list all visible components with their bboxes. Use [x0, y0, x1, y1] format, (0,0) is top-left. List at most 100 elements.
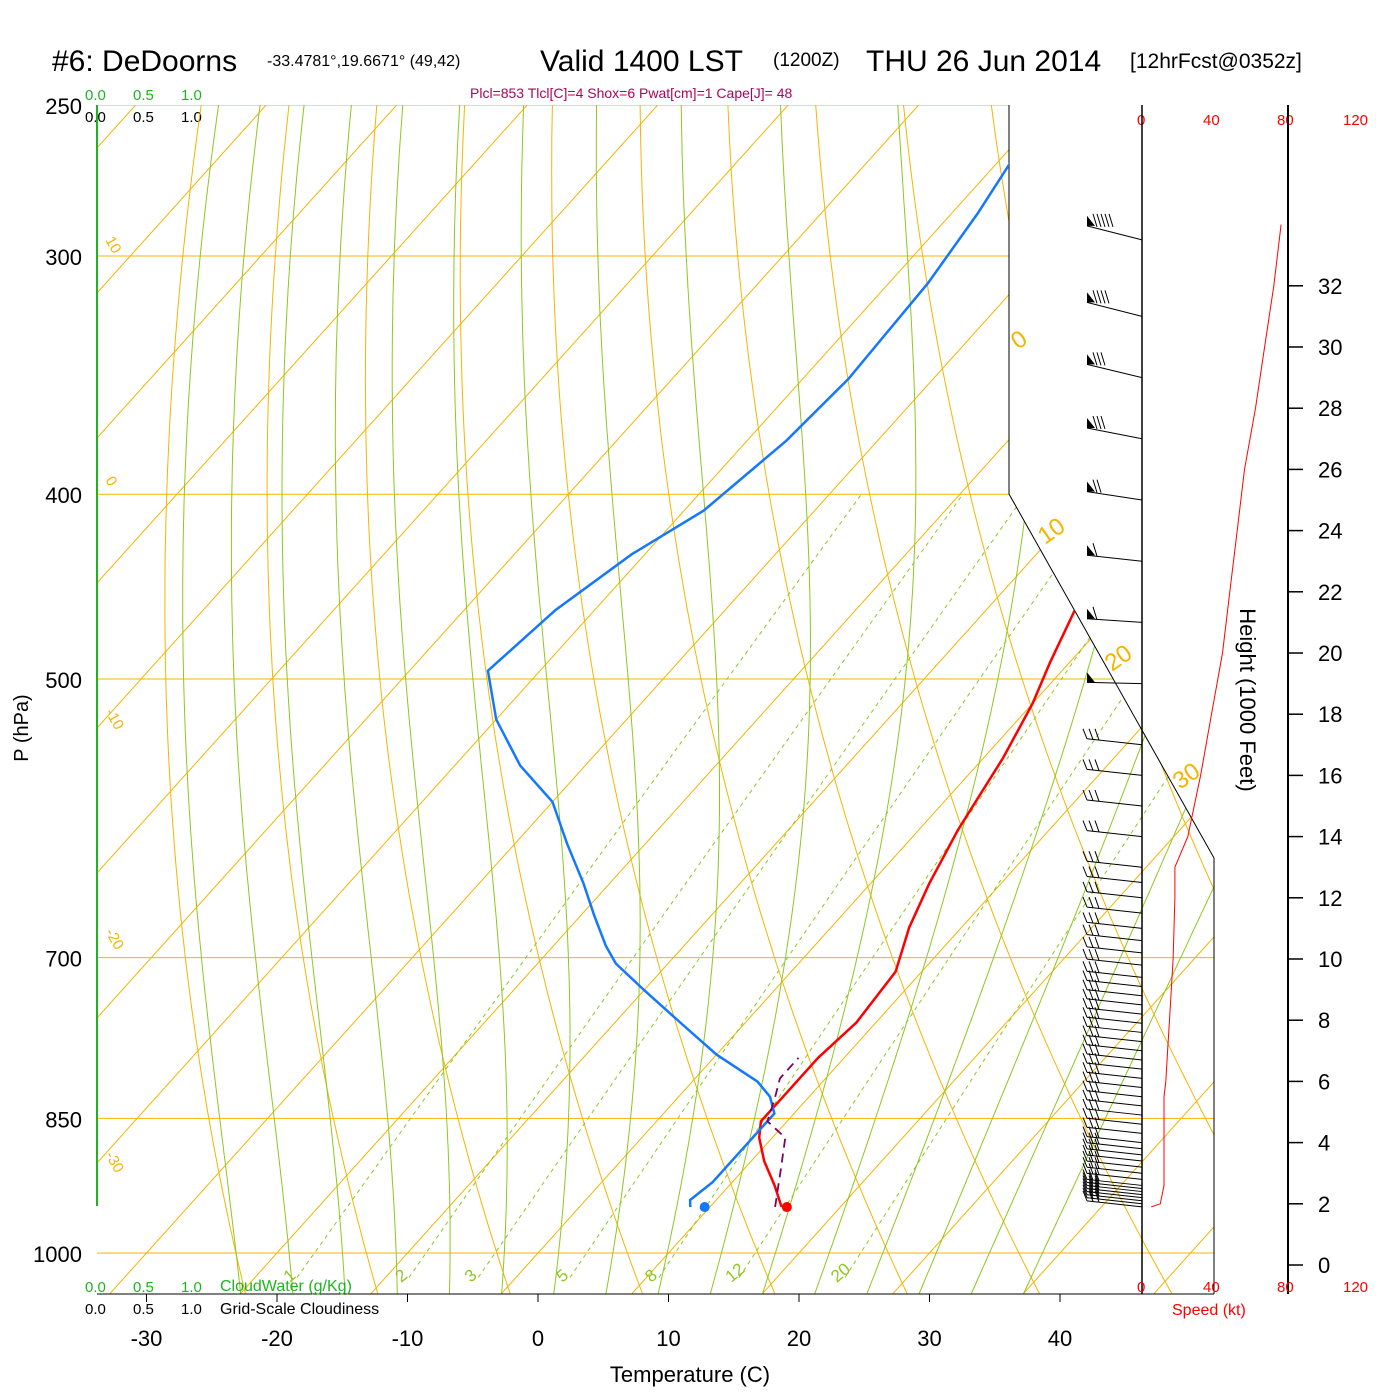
isotherm-line — [892, 105, 1214, 1294]
wind-barb — [1082, 1132, 1143, 1150]
barb-feather — [1096, 213, 1102, 228]
moist-adiabat — [281, 105, 346, 1294]
wind-barb — [1082, 1108, 1143, 1125]
wind-barb — [1082, 1172, 1143, 1189]
top-scales: 0.0 0.5 1.0 0.0 0.5 1.0 0 40 80 120 — [85, 87, 1368, 129]
barb-feather — [1082, 1016, 1088, 1027]
barb-staff — [1086, 554, 1143, 562]
wind-barb — [1086, 543, 1143, 562]
mixing-ratio-label: 3 — [461, 1265, 480, 1286]
barb-staff — [1086, 1071, 1143, 1079]
wind-barb — [1082, 896, 1143, 914]
barb-staff — [1086, 1081, 1143, 1089]
cloudiness-tick: 0.0 — [85, 1301, 106, 1318]
isotherm-line — [97, 105, 819, 1294]
isotherm-line — [97, 105, 1080, 1294]
barb-feather — [1082, 759, 1088, 770]
wind-barb — [1082, 997, 1143, 1015]
barb-feather — [1088, 881, 1094, 893]
barb-staff — [1086, 1007, 1143, 1015]
wind-barb — [1082, 789, 1143, 807]
isotherm-line — [97, 105, 689, 1294]
barb-feather — [1082, 988, 1088, 1000]
barb-staff — [1086, 970, 1143, 978]
barb-staff — [1086, 225, 1143, 241]
barb-staff — [1086, 946, 1143, 954]
height-tick-label: 18 — [1318, 702, 1342, 727]
barb-staff — [1086, 958, 1143, 966]
speed-profile — [1151, 224, 1282, 1208]
mixing-ratio-label: 12 — [722, 1259, 749, 1286]
dry-adiabat — [364, 105, 511, 1294]
barb-staff — [1086, 1035, 1143, 1043]
barb-staff — [1086, 1136, 1143, 1144]
cloudwater-label: CloudWater (g/Kg) — [220, 1278, 352, 1295]
temperature-surface-dot — [781, 1202, 792, 1213]
x-tick-label: -20 — [261, 1326, 293, 1351]
barb-feather — [1100, 290, 1106, 304]
moist-adiabat — [762, 105, 917, 1294]
wind-barb — [1082, 1007, 1143, 1024]
speed-tick: 0 — [1137, 112, 1145, 129]
x-tick-label: 20 — [787, 1326, 811, 1351]
barb-feather — [1088, 1098, 1094, 1110]
dewpoint-surface-dot — [699, 1202, 710, 1213]
temperature-trace — [757, 110, 1214, 1208]
valid-time: Valid 1400 LST — [540, 45, 743, 78]
speed-tick: 120 — [1343, 1279, 1368, 1296]
isotherm-line — [762, 105, 1214, 1294]
barb-feather — [1094, 1157, 1100, 1169]
barb-feather — [1088, 936, 1094, 948]
barb-feather — [1088, 1034, 1094, 1046]
barb-feather — [1088, 896, 1094, 908]
mixing-ratio-line — [296, 493, 862, 1278]
wind-barb — [1082, 1184, 1143, 1202]
wind-barb — [1086, 352, 1143, 379]
cloudiness-tick: 0.5 — [133, 109, 154, 126]
barb-feather — [1088, 1007, 1094, 1019]
barb-feather — [1094, 1132, 1100, 1145]
isotherm-line — [97, 105, 297, 1294]
barb-feather — [1088, 1150, 1094, 1162]
mixing-ratio-label: 8 — [641, 1265, 660, 1286]
barb-feather — [1092, 606, 1098, 620]
barb-staff — [1086, 1148, 1143, 1156]
barb-feather — [1088, 1163, 1094, 1175]
barb-feather — [1088, 1169, 1094, 1181]
barb-feather — [1082, 1163, 1088, 1174]
barb-feather — [1088, 997, 1094, 1009]
barb-staff — [1086, 363, 1143, 379]
wind-barb — [1086, 290, 1143, 317]
isotherm-label: 20 — [1100, 639, 1137, 676]
wind-barb — [1082, 1043, 1143, 1061]
wind-barb — [1082, 1034, 1143, 1052]
barb-feather — [1094, 728, 1100, 741]
x-tick-label: 10 — [656, 1326, 680, 1351]
isotherm-label: 10 — [102, 234, 125, 257]
barb-feather — [1082, 1175, 1088, 1186]
barb-feather — [1094, 936, 1100, 949]
barb-feather — [1082, 1034, 1088, 1045]
barb-feather — [1094, 896, 1100, 909]
speed-tick: 80 — [1277, 1279, 1294, 1296]
dewpoint-trace — [486, 105, 1051, 1208]
barb-feather — [1088, 851, 1094, 862]
wind-barb — [1082, 1169, 1143, 1186]
dry-adiabat — [986, 105, 1214, 1294]
barb-staff — [1086, 1108, 1143, 1116]
speed-tick: 40 — [1203, 112, 1220, 129]
barb-feather — [1088, 1175, 1094, 1187]
mixing-ratio-label: 20 — [827, 1259, 854, 1286]
barb-feather — [1088, 979, 1094, 991]
barb-feather — [1088, 1132, 1094, 1144]
barb-pennant — [1087, 608, 1095, 619]
barb-staff — [1086, 618, 1143, 623]
barb-feather — [1082, 924, 1088, 935]
surface-markers — [699, 1202, 792, 1213]
barb-staff — [1086, 860, 1143, 868]
barb-feather — [1082, 1007, 1088, 1018]
moist-adiabat — [230, 105, 294, 1294]
wind-barb — [1082, 881, 1143, 899]
mixing-ratio-label: 2 — [392, 1265, 411, 1286]
